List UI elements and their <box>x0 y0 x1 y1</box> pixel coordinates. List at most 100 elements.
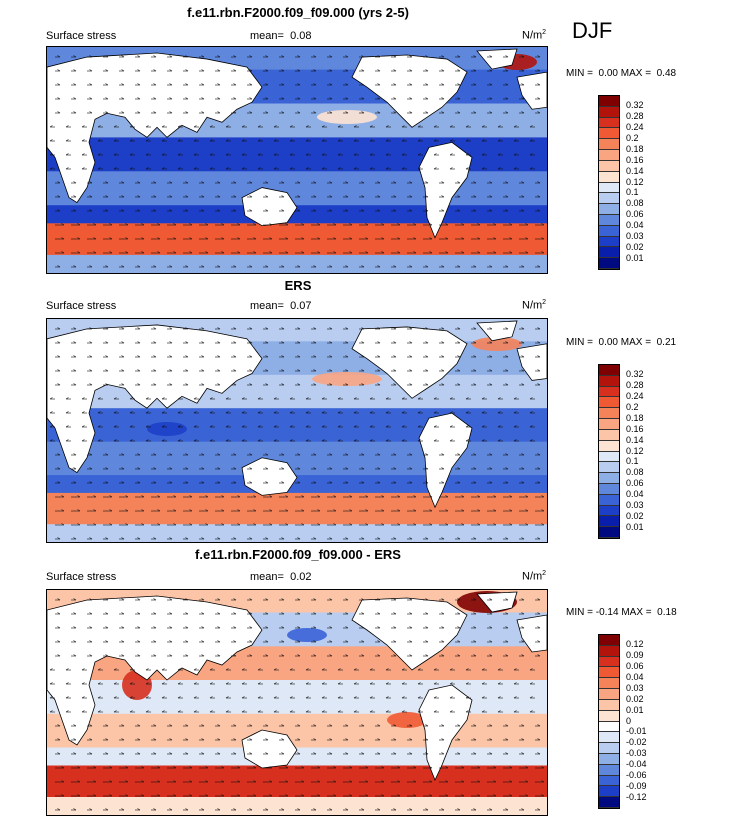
colorbar-tick-label: 0.03 <box>626 231 644 242</box>
colorbar-swatch <box>599 408 619 420</box>
colorbar-swatch <box>599 182 619 194</box>
colorbar-tick-label: 0.03 <box>626 682 644 693</box>
colorbar-swatch <box>599 483 619 495</box>
colorbar-tick-label: 0.04 <box>626 220 644 231</box>
panel-1-units: N/m2 <box>522 29 547 42</box>
colorbar-tick-label: 0.01 <box>626 704 644 715</box>
colorbar-tick-label: 0.2 <box>626 132 639 143</box>
panel-2-colorbar <box>598 364 620 539</box>
colorbar-swatch <box>599 386 619 398</box>
panel-3-mean: mean= 0.02 <box>250 571 312 583</box>
colorbar-tick-label: 0.04 <box>626 671 644 682</box>
panel-3-title: f.e11.rbn.F2000.f09_f09.000 - ERS <box>195 547 401 562</box>
colorbar-swatch <box>599 505 619 517</box>
colorbar-tick-label: 0.02 <box>626 511 644 522</box>
colorbar-swatch <box>599 667 619 679</box>
colorbar-swatch <box>599 732 619 744</box>
colorbar-swatch <box>599 365 619 376</box>
panel-2-map-svg <box>47 319 547 542</box>
panel-1-colorbar <box>598 95 620 270</box>
colorbar-swatch <box>599 753 619 765</box>
colorbar-tick-label: 0.08 <box>626 467 644 478</box>
panel-2-title: ERS <box>284 278 312 293</box>
colorbar-swatch <box>599 117 619 129</box>
panel-1-title: f.e11.rbn.F2000.f09_f09.000 (yrs 2-5) <box>187 5 409 20</box>
colorbar-swatch <box>599 214 619 226</box>
colorbar-tick-label: 0.12 <box>626 638 644 649</box>
colorbar-tick-label: 0.24 <box>626 121 644 132</box>
continents <box>47 48 547 239</box>
colorbar-tick-label: 0.02 <box>626 242 644 253</box>
colorbar-swatch <box>599 193 619 205</box>
colorbar-tick-label: 0.12 <box>626 176 644 187</box>
colorbar-swatch <box>599 699 619 711</box>
colorbar-swatch <box>599 204 619 215</box>
panel-3-max-value: 0.18 <box>657 607 677 618</box>
colorbar-swatch <box>599 451 619 463</box>
stress-vectors <box>49 598 545 811</box>
colorbar-swatch <box>599 494 619 506</box>
panel-1-mean-label: mean= <box>250 30 284 42</box>
panel-3-units: N/m2 <box>522 570 547 583</box>
colorbar-swatch <box>599 139 619 151</box>
season-label: DJF <box>572 18 613 43</box>
panel-3-min-value: -0.14 <box>595 607 619 618</box>
colorbar-tick-label: 0.18 <box>626 143 644 154</box>
panel-1-max-value: 0.48 <box>656 68 677 79</box>
colorbar-swatch <box>599 375 619 387</box>
colorbar-tick-label: 0.1 <box>626 187 639 198</box>
colorbar-tick-label: 0.06 <box>626 209 644 220</box>
colorbar-swatch <box>599 743 619 754</box>
colorbar-swatch <box>599 645 619 657</box>
colorbar-swatch <box>599 106 619 118</box>
colorbar-swatch <box>599 721 619 733</box>
colorbar-swatch <box>599 797 619 808</box>
colorbar-tick-label: 0.28 <box>626 110 644 121</box>
colorbar-tick-label: 0.18 <box>626 412 644 423</box>
colorbar-tick-label: -0.04 <box>626 759 647 770</box>
colorbar-tick-label: 0.06 <box>626 478 644 489</box>
panel-3-minmax: MIN = -0.14 MAX = 0.18 <box>566 607 677 618</box>
colorbar-swatch <box>599 150 619 161</box>
panel-3-variable: Surface stress <box>46 571 117 583</box>
colorbar-tick-label: 0.08 <box>626 198 644 209</box>
panel-3-map-svg <box>47 590 547 815</box>
panel-1-mean: mean= 0.08 <box>250 30 312 42</box>
colorbar-tick-label: 0.32 <box>626 368 644 379</box>
panel-1-mean-value: 0.08 <box>290 30 312 42</box>
colorbar-tick-label: 0.02 <box>626 693 644 704</box>
colorbar-tick-label: -0.03 <box>626 748 647 759</box>
colorbar-tick-label: 0.24 <box>626 390 644 401</box>
panel-2-variable: Surface stress <box>46 300 117 312</box>
colorbar-tick-label: 0.09 <box>626 649 644 660</box>
colorbar-swatch <box>599 764 619 776</box>
colorbar-swatch <box>599 775 619 787</box>
colorbar-tick-label: 0.04 <box>626 489 644 500</box>
panel-2-mean-value: 0.07 <box>290 300 312 312</box>
colorbar-swatch <box>599 678 619 690</box>
panel-3-colorbar <box>598 634 620 809</box>
panel-2-min-value: 0.00 <box>598 337 618 348</box>
colorbar-swatch <box>599 236 619 248</box>
colorbar-tick-label: -0.06 <box>626 770 647 781</box>
panel-2-minmax: MIN = 0.00 MAX = 0.21 <box>566 337 677 348</box>
panel-1-min-value: 0.00 <box>598 68 618 79</box>
panel-3-mean-value: 0.02 <box>290 571 312 583</box>
colorbar-swatch <box>599 225 619 237</box>
colorbar-tick-label: -0.09 <box>626 781 647 792</box>
colorbar-swatch <box>599 635 619 646</box>
colorbar-swatch <box>599 527 619 538</box>
colorbar-tick-label: 0.28 <box>626 379 644 390</box>
colorbar-tick-label: 0.01 <box>626 253 644 264</box>
colorbar-swatch <box>599 462 619 474</box>
colorbar-tick-label: 0.14 <box>626 165 644 176</box>
colorbar-swatch <box>599 397 619 409</box>
colorbar-tick-label: -0.12 <box>626 792 647 803</box>
colorbar-swatch <box>599 128 619 140</box>
colorbar-swatch <box>599 473 619 484</box>
colorbar-tick-label: 0 <box>626 715 632 726</box>
colorbar-swatch <box>599 440 619 452</box>
colorbar-swatch <box>599 429 619 441</box>
colorbar-swatch <box>599 247 619 259</box>
stress-vectors <box>49 55 545 268</box>
